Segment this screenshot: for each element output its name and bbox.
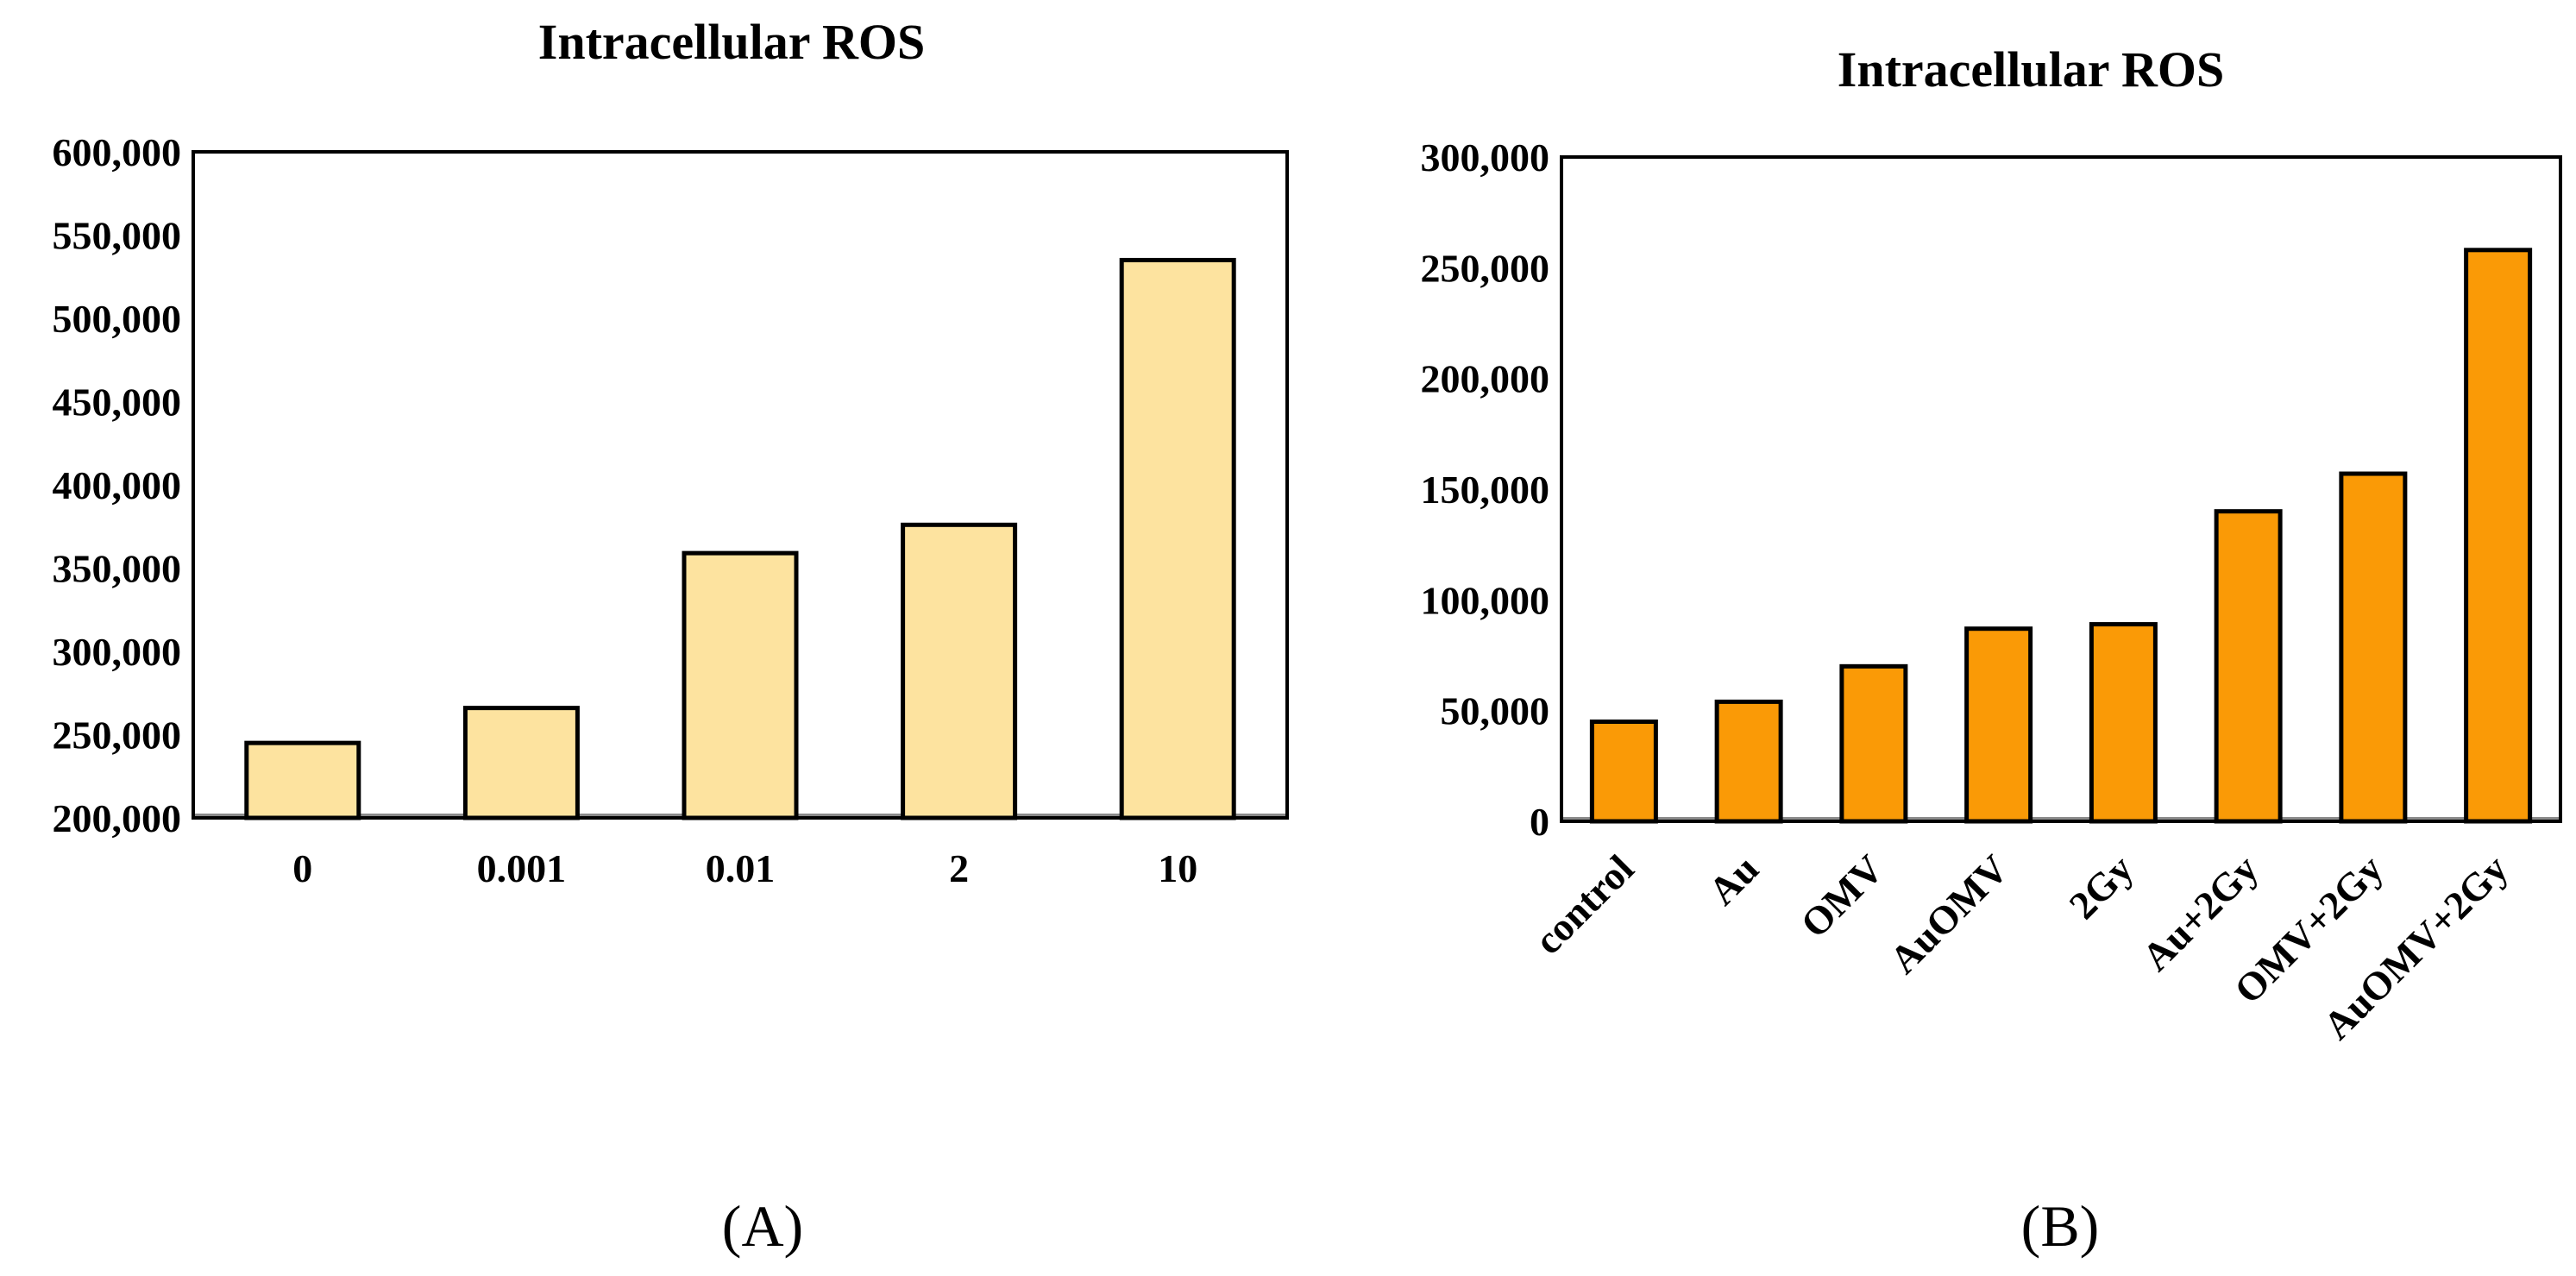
chart-b-bar-0	[1589, 720, 1658, 824]
chart-a-y-axis: 200,000 250,000 300,000 350,000 400,000 450,0…	[53, 130, 182, 840]
chart-a-bar-4	[1119, 257, 1236, 820]
chart-b-y-tick-label: 50,000	[1441, 689, 1550, 733]
chart-a-bar-1	[462, 706, 580, 820]
chart-a-x-tick-label: 2	[949, 846, 969, 890]
chart-a-title: Intracellular ROS	[538, 14, 925, 70]
chart-a-y-tick-label: 300,000	[53, 630, 182, 674]
chart-b-bars	[1561, 248, 2560, 824]
chart-b-y-tick-label: 250,000	[1421, 246, 1550, 290]
chart-b-title: Intracellular ROS	[1838, 41, 2224, 97]
chart-a-y-tick-label: 600,000	[53, 130, 182, 174]
chart-b-y-tick-label: 200,000	[1421, 357, 1550, 401]
chart-a-y-tick-label: 450,000	[53, 380, 182, 424]
chart-a-bar-0	[244, 740, 361, 820]
chart-a-bar-3	[901, 522, 1018, 820]
chart-a-x-tick-label: 0.001	[477, 846, 567, 890]
chart-b-x-tick-label: AuOMV	[1882, 846, 2017, 982]
chart-a-x-axis: 0 0.001 0.01 2 10	[292, 846, 1197, 890]
chart-panel-b: Intracellular ROS 0 50,000 100,000 150,000 2…	[1421, 41, 2562, 1259]
chart-b-bar-2	[1839, 663, 1908, 824]
chart-a-y-tick-label: 400,000	[53, 463, 182, 507]
chart-a-y-tick-label: 200,000	[53, 796, 182, 840]
chart-a-y-tick-label: 500,000	[53, 297, 182, 341]
chart-b-bar-3	[1964, 626, 2033, 824]
chart-a-x-tick-label: 10	[1158, 846, 1197, 890]
chart-a-bar-2	[682, 550, 799, 820]
chart-b-y-tick-label: 150,000	[1421, 468, 1550, 512]
chart-b-bar-4	[2089, 622, 2158, 824]
chart-b-x-tick-label: control	[1526, 846, 1643, 963]
chart-b-bar-5	[2214, 509, 2283, 824]
chart-b-x-tick-label: Au	[1700, 846, 1768, 914]
chart-b-x-tick-label: 2Gy	[2061, 846, 2142, 927]
chart-b-bar-1	[1714, 699, 1783, 824]
chart-b-bar-6	[2339, 471, 2408, 824]
chart-a-x-tick-label: 0	[292, 846, 312, 890]
panel-a-label: (A)	[722, 1193, 803, 1259]
chart-a-y-tick-label: 250,000	[53, 713, 182, 757]
chart-b-y-tick-label: 100,000	[1421, 578, 1550, 622]
chart-a-plot-frame	[192, 150, 1289, 820]
chart-b-bar-7	[2464, 248, 2533, 824]
chart-b-y-axis: 0 50,000 100,000 150,000 200,000 250,000 300,0…	[1421, 135, 1550, 844]
chart-a-y-tick-label: 350,000	[53, 547, 182, 591]
chart-b-y-tick-label: 300,000	[1421, 135, 1550, 179]
chart-b-y-tick-label: 0	[1530, 800, 1549, 844]
chart-a-x-tick-label: 0.01	[706, 846, 776, 890]
chart-a-y-tick-label: 550,000	[53, 214, 182, 258]
chart-b-plot-frame	[1560, 155, 2562, 823]
chart-b-x-tick-label: OMV	[1792, 846, 1892, 946]
chart-panel-a: Intracellular ROS 200,000 250,000 300,000 3…	[53, 14, 1289, 1259]
panel-b-label: (B)	[2021, 1193, 2100, 1259]
chart-a-bars	[193, 257, 1287, 820]
